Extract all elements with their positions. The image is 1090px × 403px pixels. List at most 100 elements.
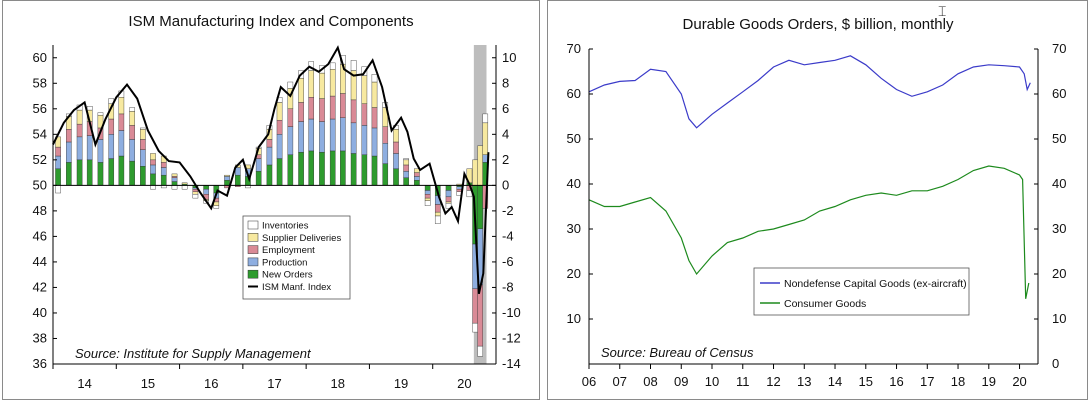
bar-neworders [382,163,389,186]
bar-inventories [350,60,357,71]
right-tick-label: 30 [1052,221,1066,236]
legend-swatch-employment [247,245,259,254]
bar-supplier [76,109,83,125]
legend-box [242,215,351,300]
bar-neworders [403,177,409,186]
bar-production [319,121,325,153]
bar-employment [477,284,483,347]
bar-production [329,118,336,152]
chart-title: Durable Goods Orders, $ billion, monthly [683,16,954,33]
bar-production [150,164,156,175]
bar-neworders [203,185,209,190]
bar-employment [118,113,125,131]
right-tick-label: 40 [1052,176,1066,191]
x-tick-label: 17 [920,374,934,389]
bar-production [255,158,262,172]
bar-neworders [55,168,61,186]
bar-neworders [477,185,483,229]
bar-production [393,153,399,169]
bar-neworders [340,150,346,186]
bar-production [287,126,294,155]
left-tick-label: 44 [33,254,47,269]
bar-employment [371,107,378,129]
left-tick-label: 50 [33,177,47,192]
bar-production [140,149,146,167]
chart-title: ISM Manufacturing Index and Components [128,13,413,30]
legend-label-inventories: Inventories [262,221,309,232]
bar-inventories [371,74,378,83]
bar-neworders [97,162,104,186]
bar-production [76,136,83,161]
legend-swatch-neworders [247,269,259,279]
bar-employment [329,95,336,120]
right-tick-label: 70 [1052,41,1066,56]
bar-employment [287,108,294,127]
left-tick-label: 46 [33,228,47,243]
right-tick-label: 10 [502,50,516,65]
bar-neworders [266,164,273,186]
bar-neworders [255,171,262,186]
x-tick-label: 14 [77,376,91,391]
bar-inventories [287,81,294,89]
bar-production [129,139,135,162]
bar-neworders [171,181,178,186]
bar-production [266,146,273,166]
x-tick-label: 17 [267,376,281,391]
bar-supplier [192,191,199,195]
bar-employment [319,98,325,122]
bar-employment [55,146,61,157]
bar-neworders [445,185,452,191]
right-tick-label: 10 [1052,311,1066,326]
right-tick-label: -14 [502,356,521,371]
legend-swatch-supplier [247,233,259,242]
bar-inventories [86,106,93,111]
bar-inventories [97,112,104,116]
bar-inventories [445,203,452,209]
bar-supplier [298,77,304,103]
bar-supplier [308,70,315,98]
bar-employment [445,196,452,203]
ism-chart: ISM Manufacturing Index and Components 36… [33,13,521,391]
right-tick-label: 4 [502,126,509,141]
x-tick-label: 09 [674,374,688,389]
legend-label-neworders: New Orders [262,270,313,281]
left-tick-label: 60 [567,86,581,101]
bar-employment [308,97,315,120]
bar-neworders [424,185,431,191]
x-tick-label: 14 [828,374,842,389]
ism-line [52,45,490,295]
left-tick-label: 70 [567,41,581,56]
bar-neworders [276,158,283,186]
left-tick-label: 42 [33,279,47,294]
right-tick-label: -10 [502,305,521,320]
bar-employment [108,118,115,135]
left-tick-label: 40 [567,176,581,191]
bar-supplier [171,173,178,177]
left-tick-label: 52 [33,152,47,167]
x-tick-label: 20 [457,376,471,391]
bar-employment [403,164,409,172]
bar-employment [192,188,199,192]
bar-inventories [181,185,188,190]
x-tick-label: 15 [859,374,873,389]
bar-neworders [76,159,83,186]
left-tick-label: 56 [33,101,47,116]
bar-employment [298,102,304,122]
right-tick-label: 6 [502,101,509,116]
x-tick-label: 19 [394,376,408,391]
x-tick-label: 15 [141,376,155,391]
bar-supplier [329,69,336,97]
bar-supplier [319,72,325,99]
bar-supplier [213,201,220,206]
bar-inventories [129,107,135,112]
bar-neworders [319,151,325,186]
bar-production [308,118,315,152]
bar-inventories [424,200,431,206]
bar-neworders [350,153,357,186]
bar-neworders [298,151,304,186]
bar-employment [150,159,156,166]
right-tick-label: 60 [1052,86,1066,101]
bar-production [66,141,72,163]
bar-supplier [118,97,125,115]
x-tick-label: 08 [643,374,657,389]
